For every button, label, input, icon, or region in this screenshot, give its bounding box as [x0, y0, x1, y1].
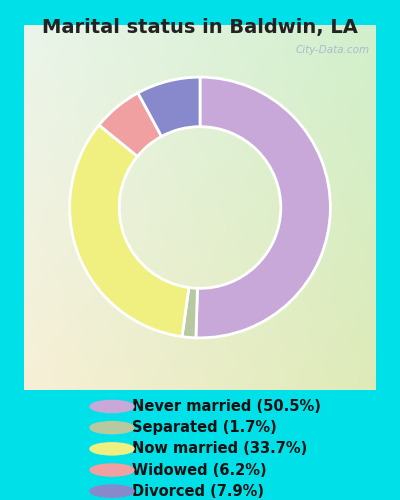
Wedge shape	[182, 288, 198, 338]
Text: Never married (50.5%): Never married (50.5%)	[132, 399, 321, 414]
Wedge shape	[196, 77, 330, 338]
Circle shape	[90, 485, 134, 497]
Text: Separated (1.7%): Separated (1.7%)	[132, 420, 277, 435]
Wedge shape	[99, 93, 162, 156]
Wedge shape	[138, 77, 200, 136]
Circle shape	[90, 400, 134, 412]
Wedge shape	[70, 125, 189, 336]
Circle shape	[90, 443, 134, 455]
Text: Now married (33.7%): Now married (33.7%)	[132, 442, 307, 456]
Text: Widowed (6.2%): Widowed (6.2%)	[132, 462, 267, 477]
Text: City-Data.com: City-Data.com	[295, 44, 370, 54]
Circle shape	[90, 464, 134, 476]
Text: Divorced (7.9%): Divorced (7.9%)	[132, 484, 264, 498]
Circle shape	[90, 422, 134, 434]
Text: Marital status in Baldwin, LA: Marital status in Baldwin, LA	[42, 18, 358, 36]
